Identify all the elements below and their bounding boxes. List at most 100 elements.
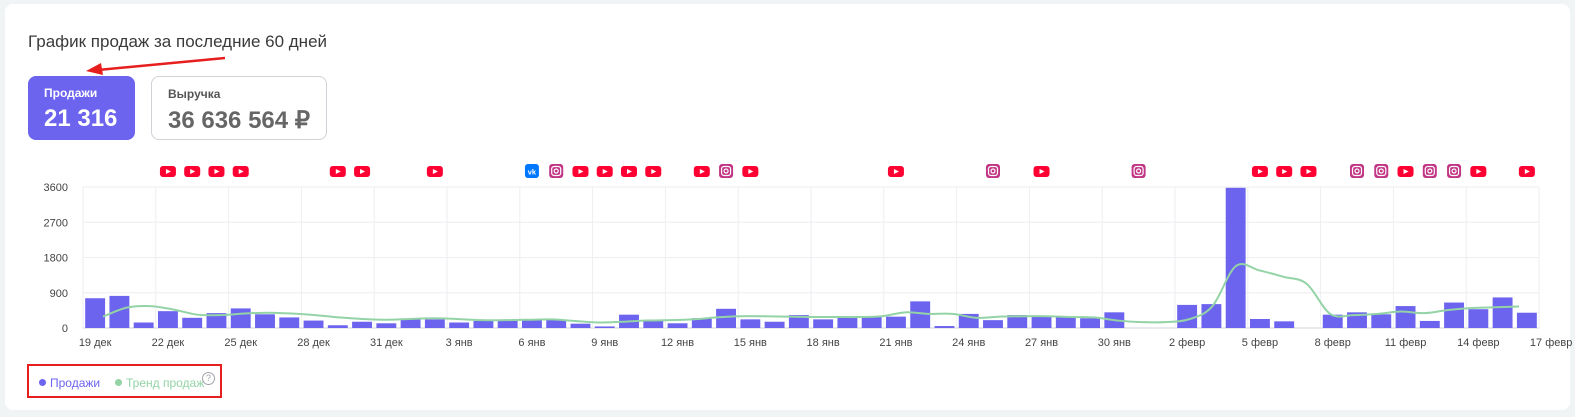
- legend-item-sales[interactable]: Продажи: [39, 376, 100, 390]
- trend-line: [102, 263, 1520, 324]
- sales-bar: [1249, 318, 1270, 328]
- youtube-icon: [596, 166, 613, 177]
- youtube-icon: [426, 166, 443, 177]
- chart-grid: [82, 186, 1540, 329]
- sales-bar: [910, 301, 931, 328]
- sales-bar: [837, 316, 858, 328]
- sales-bar: [570, 323, 591, 328]
- youtube-icon: [572, 166, 589, 177]
- instagram-icon: [1131, 164, 1146, 178]
- x-axis-labels: 19 дек 22 дек 25 дек 28 дек 31 дек 3 янв 6 янв…: [79, 337, 1573, 349]
- vk-icon: vk: [524, 164, 539, 178]
- sales-tile-label: Продажи: [44, 86, 98, 100]
- sales-bar: [934, 326, 955, 328]
- instagram-icon: [719, 164, 734, 178]
- revenue-tile-label: Выручка: [168, 87, 221, 101]
- x-tick-label: 12 янв: [661, 337, 694, 349]
- sales-bar: [157, 311, 178, 328]
- sales-chart-card: [5, 4, 1570, 410]
- sales-bar: [521, 320, 542, 328]
- youtube-icon: [1518, 166, 1535, 177]
- x-tick-label: 2 февр: [1169, 337, 1205, 349]
- x-tick-label: 17 февр: [1530, 337, 1572, 349]
- sales-bar: [716, 308, 737, 328]
- x-tick-label: 25 дек: [224, 337, 257, 349]
- youtube-icon: [1276, 166, 1293, 177]
- x-tick-label: 14 февр: [1457, 337, 1499, 349]
- sales-bar: [1080, 318, 1101, 328]
- youtube-icon: [1033, 166, 1050, 177]
- youtube-icon: [354, 166, 371, 177]
- sales-bar: [885, 316, 906, 328]
- sales-bar: [1322, 314, 1343, 328]
- sales-bar: [1201, 304, 1222, 328]
- sales-bar: [255, 314, 275, 328]
- sales-bar: [473, 320, 494, 328]
- youtube-icon: [232, 166, 249, 177]
- sales-bar: [788, 315, 809, 328]
- sales-bar: [764, 321, 785, 328]
- sales-bar: [740, 319, 761, 328]
- help-icon[interactable]: ?: [202, 372, 215, 385]
- x-tick-label: 11 февр: [1385, 337, 1427, 349]
- youtube-icon: [645, 166, 662, 177]
- x-tick-label: 30 янв: [1098, 337, 1131, 349]
- instagram-icon: [1374, 164, 1389, 178]
- x-tick-label: 19 дек: [79, 337, 112, 349]
- x-tick-label: 3 янв: [446, 337, 473, 349]
- instagram-icon: [1422, 164, 1437, 178]
- sales-bar: [594, 326, 615, 328]
- sales-bar: [1419, 320, 1440, 328]
- x-tick-label: 15 янв: [734, 337, 767, 349]
- x-tick-label: 6 янв: [518, 337, 545, 349]
- legend-item-trend[interactable]: Тренд продаж: [115, 376, 204, 390]
- revenue-tile-value: 36 636 564 ₽: [168, 107, 311, 134]
- sales-tile[interactable]: Продажи 21 316: [28, 76, 135, 140]
- y-tick-label: 3600: [44, 182, 68, 194]
- sales-bar: [497, 319, 518, 328]
- sales-bar: [230, 308, 251, 328]
- sales-bar: [327, 325, 348, 328]
- sales-bar: [449, 322, 470, 328]
- chart-title: График продаж за последние 60 дней: [28, 32, 328, 51]
- sales-bar: [1444, 302, 1465, 328]
- youtube-icon: [742, 166, 759, 177]
- youtube-icon: [329, 166, 346, 177]
- sales-bar: [400, 318, 421, 328]
- sales-bar: [1395, 306, 1416, 328]
- y-tick-label: 900: [50, 288, 68, 300]
- x-tick-label: 9 янв: [591, 337, 618, 349]
- revenue-tile[interactable]: Выручка 36 636 564 ₽: [151, 76, 327, 140]
- x-tick-label: 28 дек: [297, 337, 330, 349]
- y-tick-label: 1800: [44, 253, 68, 265]
- youtube-icon: [693, 166, 710, 177]
- sales-bar: [109, 295, 130, 328]
- sales-bar: [85, 298, 106, 328]
- annotation-arrow: [86, 56, 226, 75]
- sales-bar: [424, 319, 445, 328]
- sales-bar: [643, 320, 664, 328]
- sales-bar: [206, 313, 227, 328]
- sales-bar: [133, 322, 154, 328]
- youtube-icon: [1300, 166, 1317, 177]
- media-markers: vk: [159, 164, 1535, 178]
- sales-bar: [691, 318, 712, 328]
- youtube-icon: [208, 166, 225, 177]
- sales-bar: [279, 317, 300, 328]
- sales-bar: [1007, 315, 1028, 328]
- sales-bar: [1371, 314, 1392, 328]
- instagram-icon: [1447, 164, 1462, 178]
- sales-bar: [1516, 312, 1537, 328]
- sales-dot-icon: [39, 379, 46, 386]
- sales-bar: [1055, 317, 1076, 328]
- instagram-icon: [986, 164, 1000, 178]
- youtube-icon: [621, 166, 637, 177]
- x-tick-label: 31 дек: [370, 337, 403, 349]
- legend-trend-label: Тренд продаж: [126, 376, 205, 390]
- y-tick-label: 0: [62, 323, 68, 335]
- sales-bar: [1347, 312, 1367, 328]
- sales-bar: [1492, 297, 1513, 328]
- svg-text:vk: vk: [528, 168, 537, 177]
- x-tick-label: 22 дек: [152, 337, 185, 349]
